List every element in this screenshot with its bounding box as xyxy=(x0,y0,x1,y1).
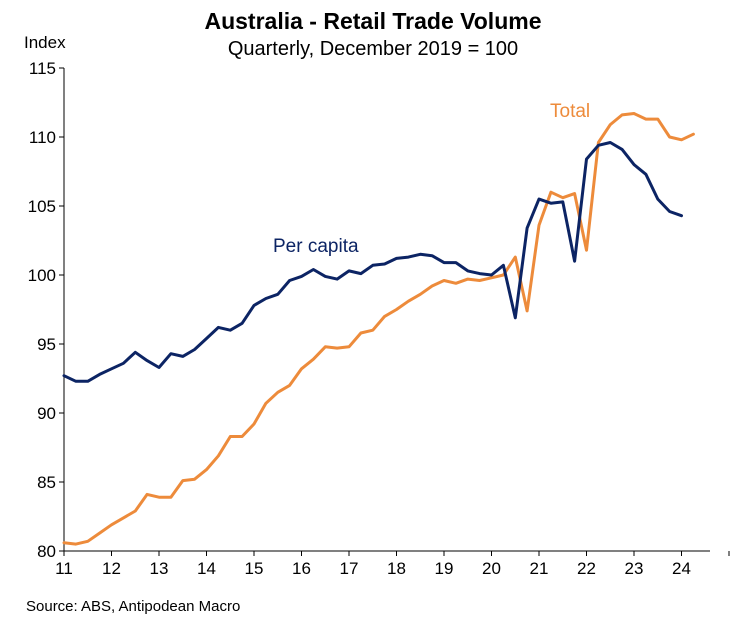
x-tick-label: 23 xyxy=(625,559,644,578)
y-tick-label: 80 xyxy=(37,542,56,561)
y-tick-label: 105 xyxy=(28,197,56,216)
y-tick-label: 90 xyxy=(37,404,56,423)
x-tick-label: 22 xyxy=(577,559,596,578)
x-tick-label: 20 xyxy=(482,559,501,578)
x-tick-label: 12 xyxy=(102,559,121,578)
source-note: Source: ABS, Antipodean Macro xyxy=(26,598,241,615)
x-tick-label: 14 xyxy=(197,559,216,578)
series-label-total: Total xyxy=(550,101,590,122)
x-tick-label: 24 xyxy=(672,559,691,578)
x-tick-label: 13 xyxy=(150,559,169,578)
chart-subtitle: Quarterly, December 2019 = 100 xyxy=(227,38,519,60)
x-tick-label: 16 xyxy=(292,559,311,578)
y-tick-label: 115 xyxy=(29,59,56,78)
chart-title: Australia - Retail Trade Volume xyxy=(204,8,542,34)
y-tick-label: 110 xyxy=(29,128,56,147)
x-tick-label: 19 xyxy=(435,559,454,578)
series-label-per-capita: Per capita xyxy=(273,236,359,257)
series-line-total xyxy=(62,112,695,546)
series-line-per_capita xyxy=(62,141,683,383)
x-tick-label: 17 xyxy=(340,559,359,578)
y-tick-label: 100 xyxy=(28,266,56,285)
y-tick-label: 95 xyxy=(37,335,56,354)
y-axis-label: Index xyxy=(24,33,66,52)
y-tick-label: 85 xyxy=(37,473,56,492)
x-tick-label: 11 xyxy=(55,559,73,578)
x-tick-label: 15 xyxy=(245,559,264,578)
x-tick-label: 21 xyxy=(530,559,549,578)
x-tick-label: 18 xyxy=(387,559,406,578)
